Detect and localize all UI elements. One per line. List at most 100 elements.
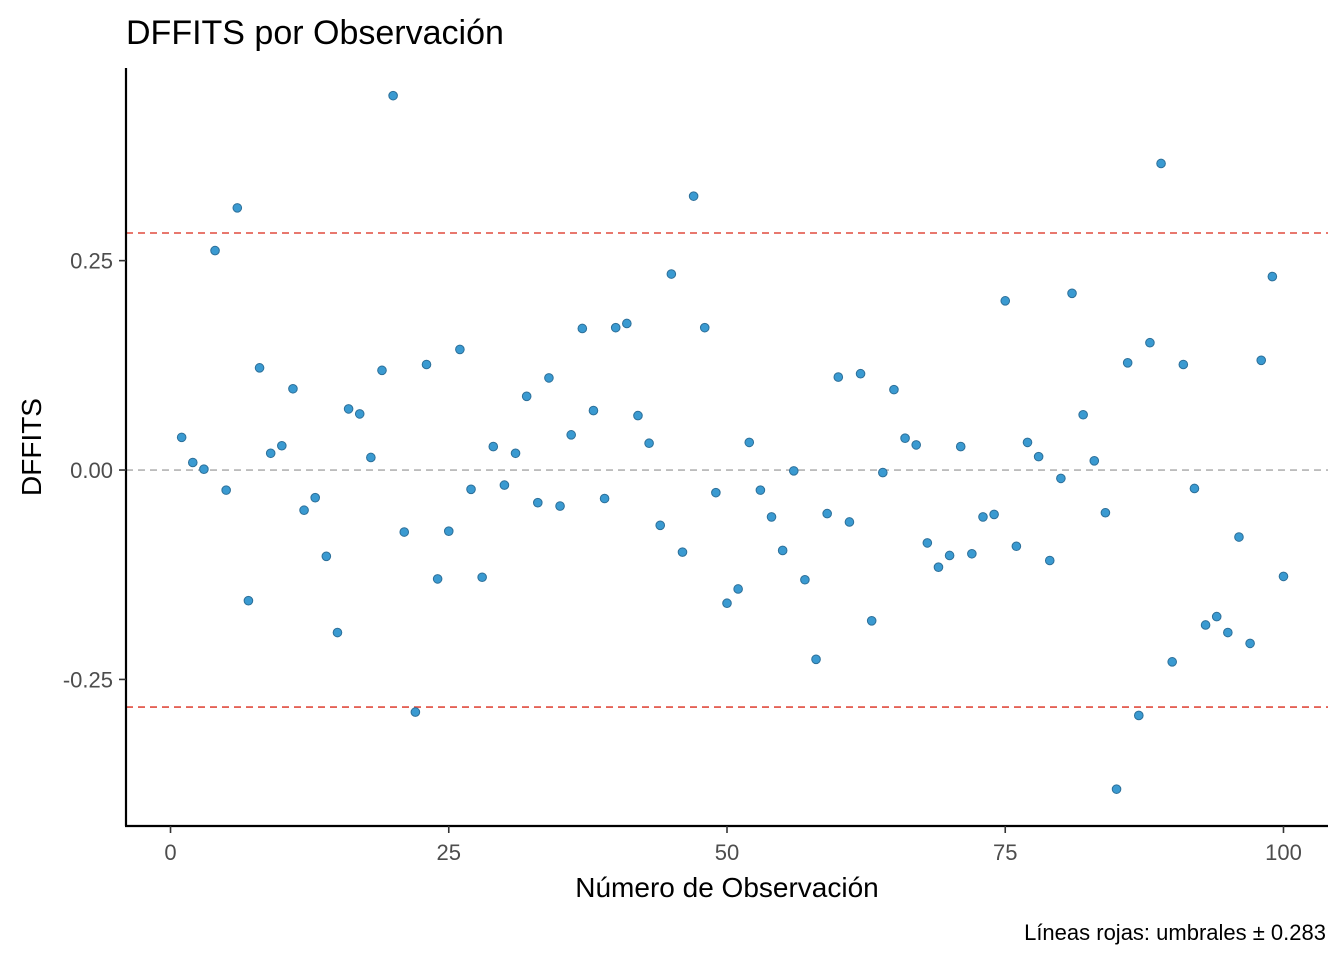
data-point	[243, 595, 254, 606]
data-point	[432, 574, 443, 584]
x-tick-label: 25	[437, 840, 461, 865]
data-point	[310, 492, 321, 503]
data-point	[599, 493, 610, 504]
x-tick-label: 50	[715, 840, 739, 865]
data-point	[610, 322, 621, 333]
y-axis-ticks: -0.25 0.00 0.25	[63, 249, 126, 692]
data-point	[722, 598, 732, 609]
x-tick-label: 0	[164, 840, 176, 865]
data-point	[555, 501, 565, 511]
data-point	[1022, 437, 1033, 448]
data-point	[455, 344, 465, 355]
data-point	[777, 545, 788, 556]
data-point	[176, 432, 187, 443]
data-point	[1078, 409, 1088, 420]
data-point	[833, 372, 844, 382]
data-point	[532, 497, 543, 508]
data-point	[510, 448, 521, 459]
data-point	[277, 440, 287, 451]
data-point	[332, 627, 343, 638]
data-point	[1089, 456, 1100, 466]
data-point	[1056, 473, 1066, 484]
data-point	[811, 654, 821, 665]
data-point	[299, 505, 309, 516]
data-point	[321, 551, 332, 562]
y-tick-label: 0.25	[70, 249, 113, 274]
data-points	[176, 90, 1289, 794]
y-tick-label: 0.00	[70, 458, 113, 483]
x-tick-label: 75	[993, 840, 1017, 865]
data-point	[644, 438, 654, 449]
data-point	[199, 464, 209, 474]
threshold-caption: Líneas rojas: umbrales ± 0.283	[1024, 920, 1326, 945]
data-point	[399, 527, 410, 537]
data-point	[521, 391, 532, 402]
data-point	[744, 437, 755, 448]
data-point	[711, 487, 721, 498]
data-point	[477, 572, 487, 583]
data-point	[1100, 507, 1111, 518]
data-point	[855, 368, 866, 379]
data-point	[1167, 657, 1177, 667]
data-point	[655, 520, 666, 531]
data-point	[978, 512, 988, 522]
data-point	[1245, 638, 1255, 649]
data-point	[499, 480, 510, 490]
data-point	[288, 383, 298, 394]
x-tick-label: 100	[1265, 840, 1302, 865]
y-tick-label: -0.25	[63, 667, 113, 692]
data-point	[800, 574, 810, 585]
data-point	[1267, 271, 1278, 282]
data-point	[1044, 555, 1055, 566]
data-point	[1011, 541, 1022, 552]
data-point	[466, 484, 476, 495]
data-point	[1234, 532, 1244, 542]
reference-lines	[126, 232, 1328, 708]
data-point	[1000, 296, 1011, 306]
data-point	[544, 373, 554, 383]
x-axis-ticks: 0 25 50 75 100	[164, 826, 1302, 865]
data-point	[788, 466, 799, 476]
data-point	[588, 405, 599, 416]
data-point	[622, 318, 632, 329]
data-point	[944, 550, 955, 561]
data-point	[1178, 359, 1189, 370]
data-point	[911, 440, 922, 450]
data-point	[766, 512, 777, 522]
data-point	[1211, 611, 1222, 622]
y-axis-title: DFFITS	[16, 398, 47, 496]
data-point	[443, 526, 454, 536]
data-point	[844, 517, 855, 527]
data-point	[900, 433, 910, 444]
data-point	[889, 384, 899, 395]
x-axis-title: Número de Observación	[575, 872, 878, 903]
data-point	[733, 584, 743, 594]
data-point	[755, 485, 766, 495]
data-point	[187, 457, 198, 468]
data-point	[1189, 483, 1200, 494]
data-point	[1067, 288, 1077, 299]
data-point	[354, 409, 365, 419]
data-point	[232, 203, 243, 213]
data-point	[1133, 710, 1144, 721]
data-point	[878, 467, 888, 478]
data-point	[366, 452, 376, 463]
data-point	[1145, 337, 1155, 348]
data-point	[388, 90, 398, 101]
data-point	[967, 548, 977, 559]
data-point	[377, 365, 387, 376]
data-point	[933, 562, 944, 572]
data-point	[666, 269, 677, 279]
data-point	[1156, 158, 1166, 169]
data-point	[866, 615, 877, 626]
data-point	[1223, 627, 1233, 638]
data-point	[1200, 620, 1211, 630]
data-point	[1256, 355, 1267, 366]
data-point	[955, 441, 966, 452]
data-point	[410, 707, 421, 717]
data-point	[343, 404, 354, 414]
data-point	[1278, 571, 1289, 582]
data-point	[1033, 451, 1044, 462]
data-point	[699, 322, 710, 333]
